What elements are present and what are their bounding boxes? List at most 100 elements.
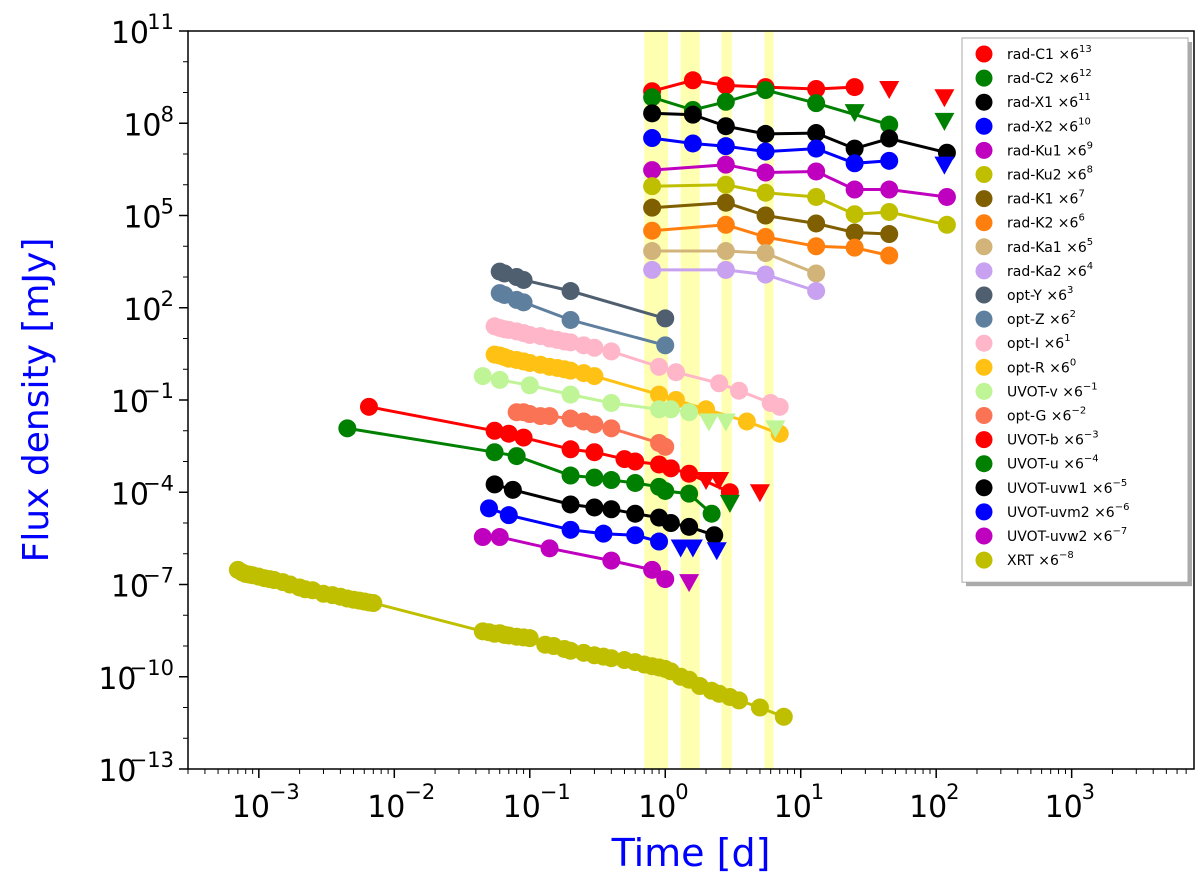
rad-K1-point [845, 223, 864, 242]
series-UVOT-uvw2 [473, 528, 700, 593]
x-axis-title: Time [d] [611, 831, 771, 875]
rad-C2-point [643, 88, 662, 107]
y-tick-label: 10 [111, 477, 149, 512]
legend-entry-rad-Ka1: rad-Ka1 ×65 [1007, 237, 1093, 256]
series-rad-K2 [643, 215, 899, 265]
UVOT-uvw2-point [490, 528, 509, 547]
UVOT-uvw2-point [540, 539, 559, 558]
rad-Ka1-point [807, 264, 826, 283]
UVOT-uvw1-point [585, 498, 604, 517]
legend-entry-opt-R: opt-R ×60 [1007, 357, 1076, 376]
XRT-point [729, 691, 748, 710]
rad-Ka2-point [643, 260, 662, 279]
rad-Ku2-point [937, 215, 956, 234]
y-tick-exponent: −13 [130, 748, 174, 772]
x-tick-exponent: −2 [404, 780, 435, 804]
rad-X2-point [807, 139, 826, 158]
rad-X1-point [845, 139, 864, 158]
UVOT-v-point [490, 370, 509, 389]
rad-K2-point [643, 221, 662, 240]
UVOT-uvw1-point [626, 504, 645, 523]
UVOT-b-point [514, 428, 533, 447]
axis-ticks: 10−3 10−2 10−1 100 101 102 103−1310−1010−710−4… [98, 10, 1187, 825]
y-tick-exponent: 8 [161, 102, 174, 126]
rad-C2-point [807, 94, 826, 113]
rad-Ka2-point [716, 260, 735, 279]
rad-Ku1-point [756, 163, 775, 182]
x-tick-exponent: 0 [675, 780, 688, 804]
legend-entry-opt-I: opt-I ×61 [1007, 333, 1071, 352]
legend-marker [975, 166, 993, 183]
legend-entry-UVOT-uvw2: UVOT-uvw2 ×6−7 [1007, 526, 1127, 545]
rad-C2-point [880, 115, 899, 134]
rad-Ka1-point [643, 242, 662, 261]
UVOT-u-point [626, 473, 645, 492]
UVOT-uvm2-point [626, 526, 645, 545]
UVOT-uvm2-point [594, 524, 613, 543]
UVOT-uvw1-point [680, 517, 699, 536]
y-tick-label: 10 [123, 108, 161, 143]
UVOT-u-point [561, 466, 580, 485]
opt-I-point [770, 397, 789, 416]
UVOT-u-point [656, 481, 675, 500]
legend-entry-XRT: XRT ×6−8 [1007, 550, 1074, 569]
rad-Ka2-line [652, 268, 817, 293]
UVOT-b-upper-limit [709, 472, 730, 491]
rad-X1-point [716, 117, 735, 136]
legend-marker [975, 382, 993, 400]
UVOT-b-point [561, 440, 580, 459]
UVOT-uvw2-point [602, 551, 621, 570]
series-rad-X2 [643, 129, 955, 175]
legend-entry-UVOT-b: UVOT-b ×6−3 [1007, 430, 1099, 449]
series-opt-G [507, 403, 675, 456]
x-tick-exponent: 3 [1082, 780, 1095, 804]
legend-marker [975, 262, 993, 280]
opt-R-point [650, 385, 669, 404]
y-tick-exponent: 11 [147, 10, 174, 34]
XRT-point [750, 698, 769, 717]
legend-marker [975, 93, 993, 111]
rad-K1-point [756, 206, 775, 225]
rad-X1-point [807, 124, 826, 143]
legend-marker [975, 45, 993, 63]
UVOT-uvw1-point [561, 495, 580, 514]
series-rad-Ka2 [643, 260, 826, 301]
legend-entry-UVOT-uvm2: UVOT-uvm2 ×6−6 [1007, 502, 1129, 521]
UVOT-uvw2-upper-limit [679, 574, 700, 593]
rad-K2-point [880, 246, 899, 265]
opt-I-point [602, 342, 621, 361]
legend-marker [975, 238, 993, 256]
rad-Ku2-point [845, 205, 864, 224]
UVOT-uvm2-point [561, 520, 580, 539]
series-opt-Z [490, 284, 675, 355]
UVOT-u-point [507, 447, 526, 466]
series-UVOT-b [359, 397, 770, 503]
rad-C1-point [845, 78, 864, 97]
opt-R-point [737, 412, 756, 431]
series-UVOT-uvm2 [479, 499, 727, 561]
rad-K1-point [807, 214, 826, 233]
x-tick-label: 10 [367, 790, 405, 825]
y-tick-exponent: −4 [143, 471, 174, 495]
series-rad-Ku2 [643, 175, 956, 234]
y-tick-label: 10 [98, 662, 136, 697]
legend-entry-rad-X1: rad-X1 ×611 [1007, 92, 1091, 111]
UVOT-v-point [473, 367, 492, 386]
UVOT-b-point [680, 464, 699, 483]
UVOT-b-point [359, 397, 378, 416]
rad-Ka2-point [756, 265, 775, 284]
rad-X2-upper-limit [934, 156, 955, 175]
UVOT-uvm2-point [479, 499, 498, 518]
opt-I-point [710, 374, 729, 393]
legend-marker [975, 479, 993, 497]
legend-entry-rad-Ka2: rad-Ka2 ×64 [1007, 261, 1093, 280]
legend-marker [975, 141, 993, 159]
legend-entry-rad-C1: rad-C1 ×613 [1007, 44, 1092, 63]
highlight-band-3 [721, 31, 732, 769]
series-XRT [228, 560, 793, 726]
UVOT-v-upper-limit [765, 420, 786, 439]
XRT-point [602, 649, 621, 668]
UVOT-u-upper-limit [719, 494, 740, 513]
legend-entry-opt-Z: opt-Z ×62 [1007, 309, 1076, 328]
legend-marker [975, 286, 993, 304]
